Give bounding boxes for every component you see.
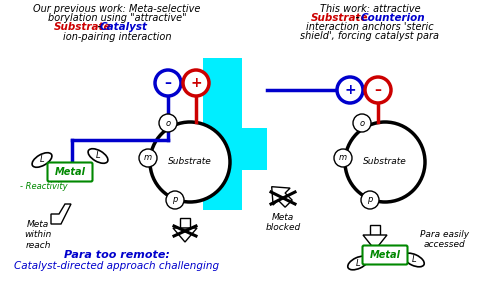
Ellipse shape bbox=[88, 149, 108, 163]
Text: Counterion: Counterion bbox=[360, 13, 425, 23]
Text: L: L bbox=[412, 255, 416, 265]
Text: +: + bbox=[190, 76, 202, 90]
Polygon shape bbox=[51, 204, 71, 224]
Text: Our previous work: Meta-selective: Our previous work: Meta-selective bbox=[33, 4, 201, 14]
Text: Catalyst: Catalyst bbox=[100, 22, 148, 32]
FancyBboxPatch shape bbox=[48, 162, 93, 182]
Text: Para easily
accessed: Para easily accessed bbox=[420, 230, 469, 249]
Text: interaction anchors 'steric: interaction anchors 'steric bbox=[306, 22, 434, 32]
Text: L: L bbox=[356, 259, 360, 267]
Polygon shape bbox=[173, 228, 197, 242]
Text: p: p bbox=[172, 196, 178, 204]
Ellipse shape bbox=[32, 153, 52, 167]
Circle shape bbox=[155, 70, 181, 96]
Text: p: p bbox=[367, 196, 372, 204]
Circle shape bbox=[337, 77, 363, 103]
Text: Metal: Metal bbox=[55, 167, 85, 177]
Circle shape bbox=[365, 77, 391, 103]
Text: o: o bbox=[360, 118, 365, 128]
Text: -: - bbox=[352, 13, 364, 23]
Text: Metal: Metal bbox=[370, 250, 400, 260]
Circle shape bbox=[150, 122, 230, 202]
Text: Meta
blocked: Meta blocked bbox=[265, 213, 300, 233]
Circle shape bbox=[345, 122, 425, 202]
Circle shape bbox=[139, 149, 157, 167]
Text: +: + bbox=[344, 83, 356, 97]
Circle shape bbox=[166, 191, 184, 209]
Polygon shape bbox=[203, 58, 242, 210]
Polygon shape bbox=[370, 225, 380, 235]
Text: Substrate: Substrate bbox=[363, 158, 407, 166]
Text: L: L bbox=[96, 152, 100, 160]
Text: o: o bbox=[166, 118, 170, 128]
Text: m: m bbox=[144, 154, 152, 162]
Text: –: – bbox=[374, 83, 382, 97]
Text: Meta
within
reach: Meta within reach bbox=[24, 220, 52, 250]
Text: shield', forcing catalyst para: shield', forcing catalyst para bbox=[300, 31, 440, 41]
Polygon shape bbox=[363, 235, 387, 250]
Circle shape bbox=[159, 114, 177, 132]
Circle shape bbox=[361, 191, 379, 209]
Text: –: – bbox=[165, 76, 171, 90]
Polygon shape bbox=[272, 187, 292, 207]
Polygon shape bbox=[193, 128, 267, 170]
Text: This work: attractive: This work: attractive bbox=[320, 4, 420, 14]
Text: borylation using "attractive": borylation using "attractive" bbox=[48, 13, 186, 23]
Circle shape bbox=[334, 149, 352, 167]
Text: Catalyst-directed approach challenging: Catalyst-directed approach challenging bbox=[14, 261, 219, 271]
Text: Substrate: Substrate bbox=[311, 13, 369, 23]
FancyBboxPatch shape bbox=[362, 245, 408, 265]
Circle shape bbox=[353, 114, 371, 132]
Text: m: m bbox=[339, 154, 347, 162]
Polygon shape bbox=[180, 218, 190, 228]
Ellipse shape bbox=[348, 256, 368, 270]
Text: ion-pairing interaction: ion-pairing interaction bbox=[63, 32, 171, 42]
Text: - Reactivity: - Reactivity bbox=[20, 182, 68, 191]
Text: Substrate: Substrate bbox=[54, 22, 112, 32]
Ellipse shape bbox=[404, 253, 424, 267]
Text: -: - bbox=[94, 22, 106, 32]
Text: L: L bbox=[40, 156, 44, 164]
Circle shape bbox=[183, 70, 209, 96]
Text: Para too remote:: Para too remote: bbox=[64, 250, 170, 260]
Text: Substrate: Substrate bbox=[168, 158, 212, 166]
